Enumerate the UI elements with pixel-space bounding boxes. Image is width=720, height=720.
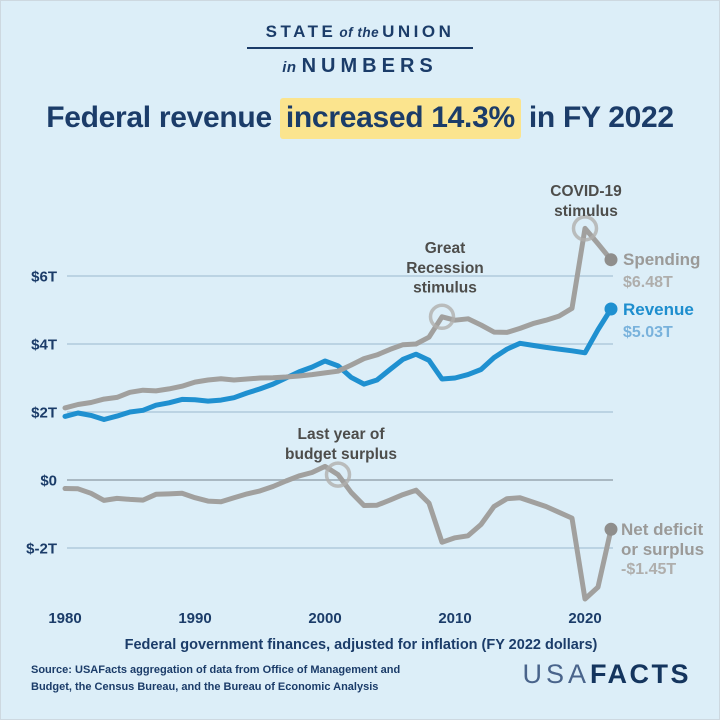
headline: Federal revenue increased 14.3% in FY 20… bbox=[1, 98, 719, 139]
logo-line-1: STATE of the UNION bbox=[1, 22, 719, 42]
source-line-2: Budget, the Census Bureau, and the Burea… bbox=[31, 680, 379, 693]
x-tick-2020: 2020 bbox=[568, 610, 601, 627]
spending-value: $6.48T bbox=[623, 274, 673, 291]
deficit-label-line2: or surplus bbox=[621, 540, 704, 559]
usafacts-logo: USAFACTS bbox=[522, 659, 691, 690]
usafacts-logo-facts: FACTS bbox=[589, 659, 691, 689]
x-tick-2010: 2010 bbox=[438, 610, 471, 627]
revenue-label: Revenue bbox=[623, 300, 694, 319]
spending-label: Spending bbox=[623, 250, 700, 269]
y-tick-$0: $0 bbox=[40, 473, 57, 490]
deficit-value: -$1.45T bbox=[621, 561, 676, 578]
usafacts-logo-usa: USA bbox=[522, 659, 590, 689]
logo-text-state: STATE bbox=[265, 22, 337, 41]
annotation-text: Great bbox=[425, 240, 466, 257]
headline-suffix: in FY 2022 bbox=[520, 101, 674, 134]
spending-end-dot bbox=[604, 253, 618, 267]
logo-text-of-the: of the bbox=[339, 25, 380, 40]
revenue-value: $5.03T bbox=[623, 324, 673, 341]
headline-prefix: Federal revenue bbox=[46, 101, 280, 134]
source-attribution: Source: USAFacts aggregation of data fro… bbox=[31, 662, 400, 695]
x-tick-1990: 1990 bbox=[178, 610, 211, 627]
spending-line bbox=[62, 225, 614, 411]
gridlines bbox=[67, 275, 613, 549]
series-end-labels: Spending $6.48T Revenue $5.03T Net defic… bbox=[621, 250, 704, 578]
annotation-ring-1 bbox=[428, 303, 456, 331]
annotation-text: budget surplus bbox=[285, 446, 397, 463]
y-tick-$2T: $2T bbox=[31, 405, 57, 422]
y-tick-$-2T: $-2T bbox=[26, 541, 57, 558]
logo-text-union: UNION bbox=[382, 22, 455, 41]
x-tick-1980: 1980 bbox=[48, 610, 81, 627]
axis-ticks: $6T $4T $2T $0 $-2T 1980 1990 2000 2010 2020 bbox=[26, 269, 602, 628]
y-tick-$4T: $4T bbox=[31, 337, 57, 354]
source-line-1: Source: USAFacts aggregation of data fro… bbox=[31, 664, 401, 676]
logo-line-2: in NUMBERS bbox=[1, 55, 719, 78]
net-deficit-or-surplus-end-dot bbox=[604, 522, 618, 536]
revenue-end-dot bbox=[604, 302, 618, 316]
logo-text-numbers: NUMBERS bbox=[301, 55, 438, 77]
x-tick-2000: 2000 bbox=[308, 610, 341, 627]
state-of-the-union-logo: STATE of the UNION in NUMBERS bbox=[1, 22, 719, 78]
y-tick-$6T: $6T bbox=[31, 269, 57, 286]
axis-caption: Federal government finances, adjusted fo… bbox=[125, 637, 598, 653]
logo-divider-line bbox=[247, 47, 473, 49]
net-deficit-line bbox=[62, 463, 614, 602]
revenue-line bbox=[62, 306, 614, 422]
annotation-text: Last year of bbox=[297, 426, 385, 443]
annotation-text: COVID-19 bbox=[550, 183, 622, 200]
headline-highlight: increased 14.3% bbox=[279, 98, 521, 139]
annotations: COVID-19 stimulus Great Recession stimulus La… bbox=[285, 183, 622, 488]
annotation-ring-2 bbox=[324, 461, 352, 488]
endpoint-dots bbox=[604, 253, 618, 536]
deficit-label-line1: Net deficit bbox=[621, 520, 704, 539]
annotation-text: stimulus bbox=[554, 203, 618, 220]
annotation-text: stimulus bbox=[413, 280, 477, 297]
logo-text-in: in bbox=[282, 59, 297, 76]
data-lines bbox=[62, 225, 614, 602]
annotation-text: Recession bbox=[406, 260, 484, 277]
annotation-ring-0 bbox=[571, 215, 599, 242]
